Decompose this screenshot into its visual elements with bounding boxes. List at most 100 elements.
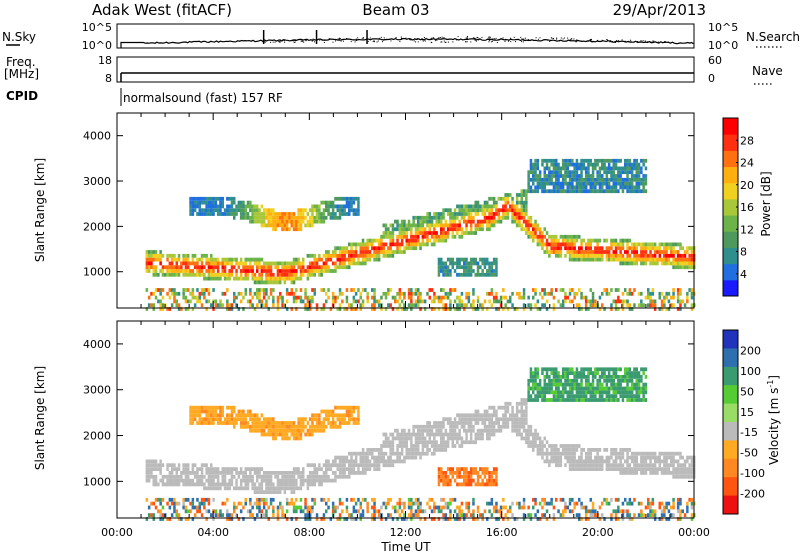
power-cell (566, 158, 569, 163)
power-cell (168, 261, 172, 266)
velocity-cell (306, 513, 310, 517)
power-cell (320, 307, 323, 311)
velocity-cell (147, 478, 151, 483)
power-cell (226, 272, 229, 277)
velocity-cell (446, 417, 450, 422)
power-cell (410, 303, 413, 308)
velocity-cell (308, 505, 312, 510)
power-cell (239, 272, 243, 277)
velocity-cell (527, 432, 530, 437)
velocity-cell (456, 432, 459, 437)
power-cell (649, 253, 652, 258)
velocity-cell (405, 432, 408, 437)
nsearch-dot (302, 41, 304, 43)
velocity-cell (205, 467, 208, 471)
power-cell (382, 246, 385, 251)
velocity-cell (272, 428, 275, 433)
power-cell (465, 295, 468, 300)
nsearch-dot (314, 41, 315, 43)
power-cell (359, 253, 362, 258)
power-cell (601, 303, 604, 308)
power-cell (515, 212, 519, 216)
power-cell (614, 257, 618, 262)
velocity-cell (210, 467, 213, 471)
velocity-cell (299, 428, 303, 433)
power-cell (688, 257, 691, 262)
power-cell (635, 246, 638, 251)
power-cell (614, 242, 618, 247)
power-cell (584, 181, 588, 186)
power-cell (550, 246, 553, 251)
power-cell (258, 291, 261, 296)
velocity-cell (154, 467, 158, 471)
power-cell (566, 162, 569, 167)
power-cell (267, 295, 270, 300)
power-cell (483, 200, 487, 205)
power-cell (377, 303, 381, 308)
nsearch-dot (441, 38, 443, 40)
velocity-cell (366, 467, 369, 471)
power-cell (642, 185, 645, 190)
power-cell (495, 261, 498, 266)
velocity-cell (212, 474, 215, 479)
power-cell (481, 227, 484, 232)
velocity-cell (223, 486, 227, 491)
power-cell (387, 227, 390, 232)
power-cell (642, 162, 645, 167)
power-cell (552, 307, 556, 311)
power-cell (458, 227, 461, 232)
velocity-cell (297, 436, 300, 441)
power-cell (559, 288, 563, 292)
velocity-cell (384, 459, 388, 464)
power-cell (649, 261, 652, 266)
power-cell (318, 204, 321, 209)
power-cell (522, 303, 526, 308)
power-cell (237, 307, 241, 311)
power-cell (256, 257, 259, 262)
power-cell (573, 177, 576, 182)
velocity-cell (279, 486, 282, 491)
power-cell (288, 212, 291, 216)
velocity-cell (476, 474, 480, 479)
power-cell (589, 162, 592, 167)
velocity-cell (476, 409, 480, 414)
power-cell (619, 181, 622, 186)
power-cell (272, 299, 275, 304)
velocity-cell (315, 517, 319, 521)
velocity-cell (290, 482, 293, 487)
velocity-cell (354, 517, 358, 521)
power-cell (350, 303, 353, 308)
power-cell (253, 280, 257, 285)
cpid-label: CPID (6, 89, 38, 103)
power-cell (605, 174, 609, 178)
velocity-cell (295, 436, 298, 441)
velocity-cell (350, 467, 353, 471)
power-cell (566, 174, 569, 178)
velocity-cell (359, 471, 362, 475)
power-cell (617, 158, 620, 163)
power-cell (210, 265, 213, 270)
velocity-cell (492, 467, 496, 471)
power-cell (331, 269, 335, 273)
power-cell (357, 253, 360, 258)
velocity-cell (207, 421, 211, 425)
power-cell (614, 246, 618, 251)
power-cell (311, 299, 314, 304)
power-cell (304, 303, 307, 308)
velocity-cell (272, 482, 275, 487)
power-cell (529, 219, 533, 224)
power-cell (456, 307, 459, 311)
velocity-cell (421, 451, 425, 456)
power-cell (221, 269, 224, 273)
velocity-cell (433, 440, 436, 445)
power-cell (474, 212, 477, 216)
power-cell (228, 261, 231, 266)
power-cell (617, 242, 620, 247)
velocity-cell (267, 432, 270, 437)
power-cell (633, 189, 636, 194)
power-cell (460, 212, 464, 216)
power-cell (203, 212, 206, 216)
nsearch-dot (457, 36, 459, 38)
velocity-cell (476, 517, 480, 521)
velocity-cell (490, 417, 494, 422)
